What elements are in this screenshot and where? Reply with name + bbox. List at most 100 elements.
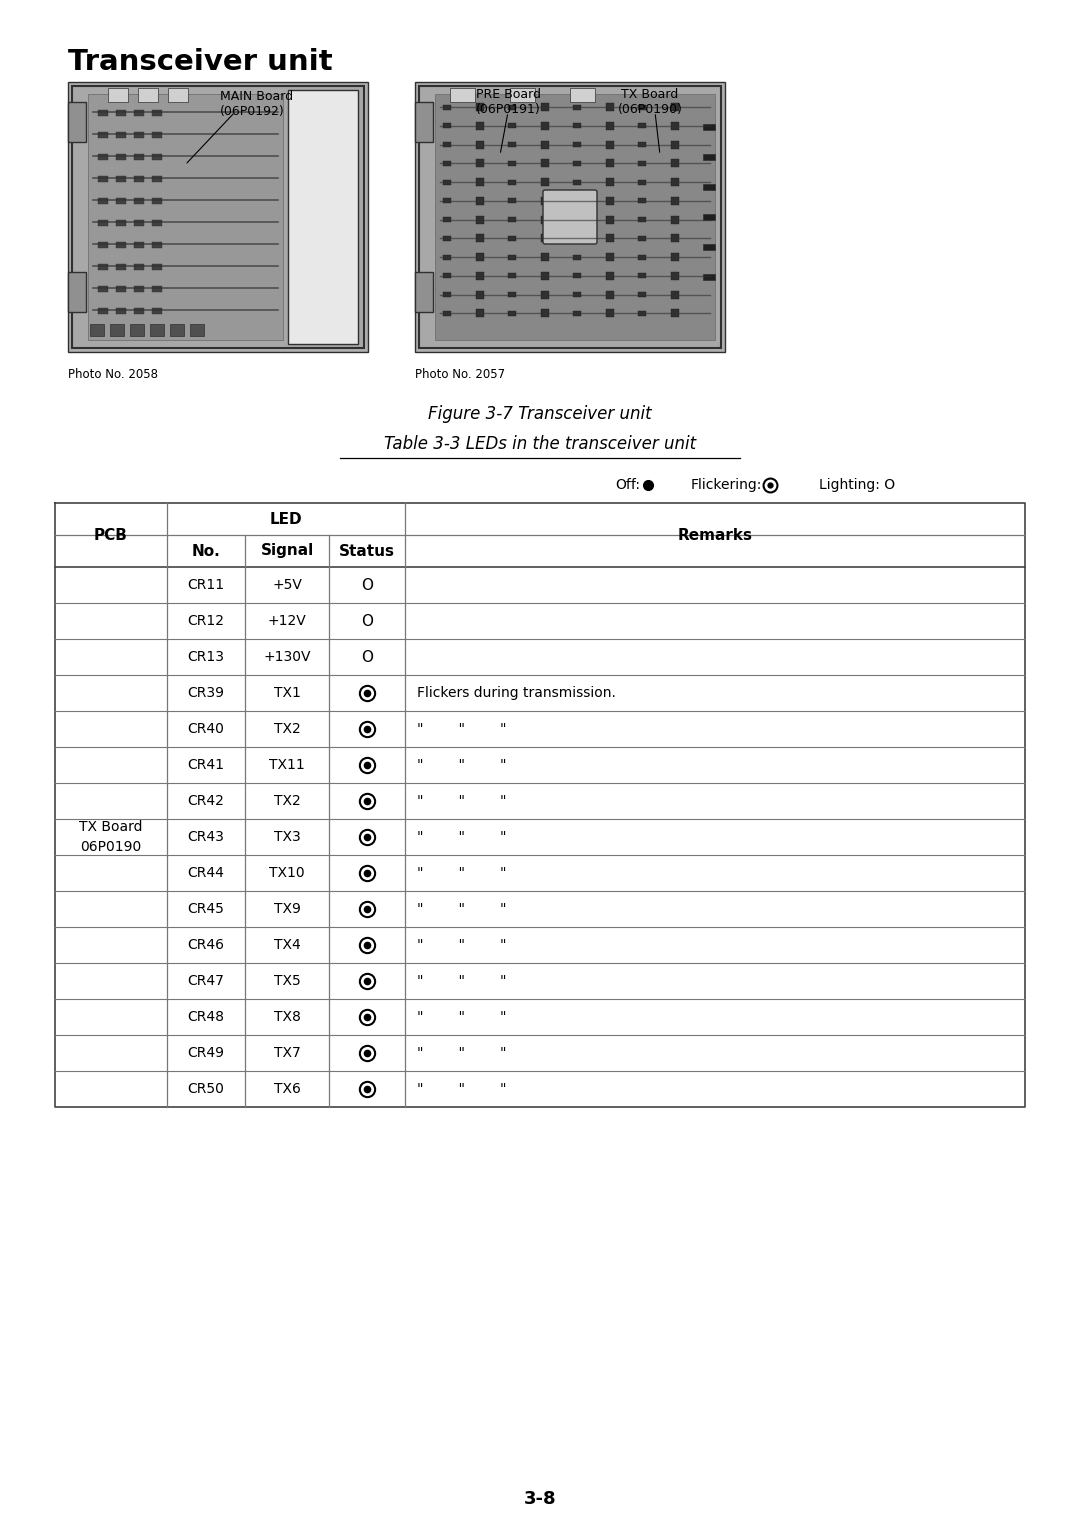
Text: "        "        ": " " ": [417, 758, 507, 772]
FancyBboxPatch shape: [638, 160, 646, 166]
Text: CR43: CR43: [188, 830, 225, 844]
FancyBboxPatch shape: [116, 220, 126, 226]
FancyBboxPatch shape: [671, 290, 678, 299]
FancyBboxPatch shape: [540, 310, 549, 317]
FancyBboxPatch shape: [606, 253, 613, 261]
FancyBboxPatch shape: [98, 308, 108, 314]
FancyBboxPatch shape: [152, 243, 162, 249]
FancyBboxPatch shape: [443, 104, 451, 110]
FancyBboxPatch shape: [671, 253, 678, 261]
FancyBboxPatch shape: [671, 140, 678, 148]
FancyBboxPatch shape: [435, 95, 715, 340]
FancyBboxPatch shape: [134, 220, 144, 226]
FancyBboxPatch shape: [116, 243, 126, 249]
FancyBboxPatch shape: [606, 290, 613, 299]
FancyBboxPatch shape: [110, 324, 124, 336]
FancyBboxPatch shape: [475, 102, 484, 111]
FancyBboxPatch shape: [508, 217, 516, 221]
FancyBboxPatch shape: [703, 275, 715, 279]
Text: CR12: CR12: [188, 613, 225, 629]
FancyBboxPatch shape: [475, 253, 484, 261]
FancyBboxPatch shape: [573, 311, 581, 316]
FancyBboxPatch shape: [134, 264, 144, 270]
FancyBboxPatch shape: [116, 175, 126, 182]
FancyBboxPatch shape: [130, 324, 144, 336]
FancyBboxPatch shape: [134, 110, 144, 116]
FancyBboxPatch shape: [68, 82, 368, 353]
FancyBboxPatch shape: [68, 272, 86, 311]
FancyBboxPatch shape: [573, 235, 581, 241]
FancyBboxPatch shape: [108, 89, 129, 102]
Text: TX3: TX3: [273, 830, 300, 844]
Text: CR47: CR47: [188, 974, 225, 987]
FancyBboxPatch shape: [138, 89, 158, 102]
FancyBboxPatch shape: [152, 198, 162, 204]
FancyBboxPatch shape: [98, 175, 108, 182]
FancyBboxPatch shape: [508, 311, 516, 316]
FancyBboxPatch shape: [134, 243, 144, 249]
FancyBboxPatch shape: [152, 110, 162, 116]
FancyBboxPatch shape: [638, 124, 646, 128]
FancyBboxPatch shape: [152, 308, 162, 314]
FancyBboxPatch shape: [573, 160, 581, 166]
FancyBboxPatch shape: [443, 311, 451, 316]
Text: "        "        ": " " ": [417, 902, 507, 916]
FancyBboxPatch shape: [671, 235, 678, 243]
FancyBboxPatch shape: [638, 235, 646, 241]
FancyBboxPatch shape: [443, 235, 451, 241]
FancyBboxPatch shape: [475, 122, 484, 130]
FancyBboxPatch shape: [508, 104, 516, 110]
FancyBboxPatch shape: [475, 235, 484, 243]
FancyBboxPatch shape: [475, 197, 484, 204]
FancyBboxPatch shape: [443, 217, 451, 221]
FancyBboxPatch shape: [168, 89, 188, 102]
FancyBboxPatch shape: [134, 175, 144, 182]
FancyBboxPatch shape: [540, 140, 549, 148]
FancyBboxPatch shape: [540, 159, 549, 168]
FancyBboxPatch shape: [475, 179, 484, 186]
FancyBboxPatch shape: [134, 308, 144, 314]
FancyBboxPatch shape: [638, 142, 646, 146]
FancyBboxPatch shape: [606, 310, 613, 317]
FancyBboxPatch shape: [98, 133, 108, 137]
Text: TX2: TX2: [273, 794, 300, 807]
FancyBboxPatch shape: [508, 273, 516, 278]
FancyBboxPatch shape: [638, 311, 646, 316]
FancyBboxPatch shape: [606, 102, 613, 111]
FancyBboxPatch shape: [98, 154, 108, 160]
FancyBboxPatch shape: [508, 142, 516, 146]
Text: "        "        ": " " ": [417, 830, 507, 844]
FancyBboxPatch shape: [288, 90, 357, 343]
FancyBboxPatch shape: [606, 235, 613, 243]
FancyBboxPatch shape: [671, 179, 678, 186]
Text: Photo No. 2057: Photo No. 2057: [415, 368, 505, 382]
Text: O: O: [361, 577, 373, 592]
FancyBboxPatch shape: [116, 154, 126, 160]
FancyBboxPatch shape: [573, 104, 581, 110]
FancyBboxPatch shape: [606, 140, 613, 148]
FancyBboxPatch shape: [450, 89, 475, 102]
FancyBboxPatch shape: [443, 160, 451, 166]
FancyBboxPatch shape: [170, 324, 184, 336]
FancyBboxPatch shape: [570, 89, 595, 102]
FancyBboxPatch shape: [98, 285, 108, 291]
FancyBboxPatch shape: [475, 290, 484, 299]
FancyBboxPatch shape: [152, 154, 162, 160]
FancyBboxPatch shape: [638, 104, 646, 110]
Text: TX11: TX11: [269, 758, 305, 772]
Text: +5V: +5V: [272, 578, 302, 592]
FancyBboxPatch shape: [508, 124, 516, 128]
FancyBboxPatch shape: [150, 324, 164, 336]
Text: "        "        ": " " ": [417, 938, 507, 952]
Text: "        "        ": " " ": [417, 974, 507, 987]
Text: "        "        ": " " ": [417, 722, 507, 736]
FancyBboxPatch shape: [573, 142, 581, 146]
FancyBboxPatch shape: [606, 179, 613, 186]
FancyBboxPatch shape: [475, 215, 484, 223]
FancyBboxPatch shape: [98, 264, 108, 270]
FancyBboxPatch shape: [475, 140, 484, 148]
FancyBboxPatch shape: [475, 159, 484, 168]
FancyBboxPatch shape: [573, 291, 581, 298]
Text: Figure 3-7 Transceiver unit: Figure 3-7 Transceiver unit: [428, 404, 652, 423]
FancyBboxPatch shape: [134, 133, 144, 137]
